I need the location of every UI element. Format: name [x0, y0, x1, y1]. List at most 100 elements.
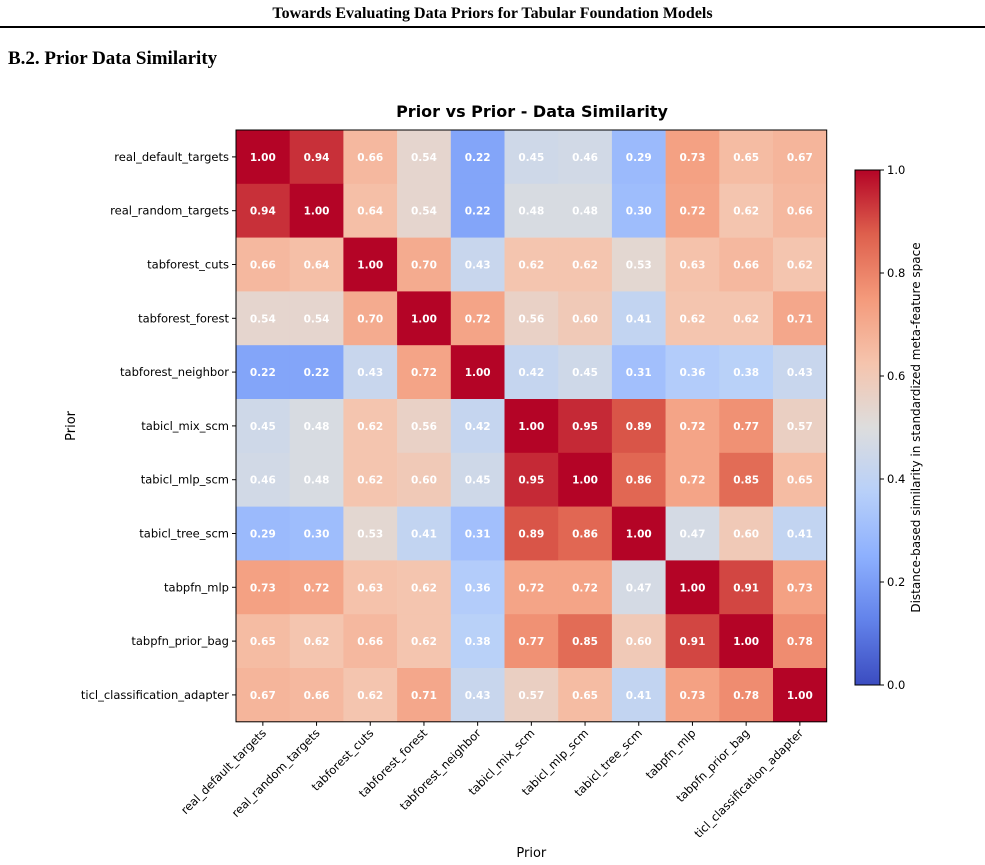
cell-value-label: 0.48 — [304, 475, 330, 487]
heatmap-cell — [343, 614, 398, 669]
heatmap-cell — [450, 237, 505, 292]
heatmap-cell — [289, 668, 344, 723]
cell-value-label: 0.60 — [626, 636, 652, 648]
heatmap-cell — [236, 452, 290, 507]
heatmap-cell — [558, 399, 613, 454]
colorbar-label: Distance-based similarity in standardize… — [909, 242, 923, 612]
heatmap-cell — [289, 345, 344, 400]
heatmap-cell — [719, 560, 774, 615]
heatmap-cell — [558, 668, 613, 723]
heatmap-cell — [665, 399, 720, 454]
cell-value-label: 0.62 — [357, 421, 383, 433]
heatmap-cell — [665, 614, 720, 669]
cell-value-label: 0.62 — [357, 475, 383, 487]
cell-value-label: 0.63 — [357, 582, 383, 594]
section-heading: B.2. Prior Data Similarity — [8, 48, 218, 69]
cell-value-label: 0.29 — [250, 529, 276, 541]
colorbar-tick-label: 0.0 — [887, 678, 905, 692]
cell-value-label: 0.31 — [626, 367, 652, 379]
colorbar: 0.0 0.2 0.4 0.6 0.8 1.0 — [854, 163, 905, 692]
cell-value-label: 0.56 — [411, 421, 437, 433]
heatmap-cell — [343, 183, 398, 238]
colorbar-tick-label: 1.0 — [887, 163, 905, 177]
cell-value-label: 0.63 — [679, 260, 705, 272]
heatmap-cell — [397, 237, 452, 292]
heatmap-cell — [773, 506, 827, 561]
cell-value-label: 0.64 — [357, 206, 383, 218]
cell-value-label: 0.47 — [626, 582, 652, 594]
cell-value-label: 0.30 — [626, 206, 652, 218]
heatmap-cell — [450, 399, 505, 454]
heatmap-cell — [611, 506, 666, 561]
heatmap-cell — [450, 291, 505, 346]
cell-value-label: 0.46 — [572, 152, 598, 164]
cell-value-label: 0.73 — [679, 690, 705, 702]
heatmap-cell — [719, 183, 774, 238]
heatmap-cell — [397, 130, 452, 185]
heatmap-cell — [450, 345, 505, 400]
cell-value-label: 0.72 — [518, 582, 544, 594]
y-tick-label: real_random_targets — [110, 204, 229, 218]
heatmap-cell — [611, 452, 666, 507]
heatmap-cell — [558, 614, 613, 669]
heatmap-cell — [289, 399, 344, 454]
cell-value-label: 0.42 — [465, 421, 491, 433]
cell-value-label: 1.00 — [572, 475, 598, 487]
cell-value-label: 0.45 — [465, 475, 491, 487]
cell-value-label: 0.95 — [518, 475, 544, 487]
cell-value-label: 1.00 — [626, 529, 652, 541]
cell-value-label: 0.62 — [304, 636, 330, 648]
heatmap-cell — [504, 506, 559, 561]
heatmap-cell — [719, 130, 774, 185]
y-tick-label: tabforest_cuts — [147, 258, 229, 272]
heatmap-cell — [236, 668, 290, 723]
heatmap-cell — [504, 291, 559, 346]
cell-value-label: 0.62 — [733, 206, 759, 218]
heatmap-cell — [773, 130, 827, 185]
heatmap-cell — [450, 183, 505, 238]
cell-value-label: 0.57 — [787, 421, 813, 433]
colorbar-tick-label: 0.2 — [887, 575, 905, 589]
heatmap-cell — [558, 130, 613, 185]
heatmap-cell — [611, 130, 666, 185]
heatmap-cell — [611, 345, 666, 400]
colorbar-tick-label: 0.8 — [887, 266, 905, 280]
cell-value-label: 0.91 — [679, 636, 705, 648]
cell-value-label: 0.66 — [357, 636, 383, 648]
heatmap-cell — [397, 345, 452, 400]
heatmap-cell — [236, 614, 290, 669]
cell-value-label: 0.66 — [787, 206, 813, 218]
heatmap-cell — [343, 291, 398, 346]
heatmap-cell — [450, 560, 505, 615]
cell-value-label: 1.00 — [787, 690, 813, 702]
heatmap-cell — [289, 506, 344, 561]
heatmap-cell — [343, 506, 398, 561]
cell-value-label: 0.72 — [304, 582, 330, 594]
heatmap-cell — [289, 614, 344, 669]
heatmap-cell — [450, 668, 505, 723]
cell-value-label: 0.72 — [411, 367, 437, 379]
cell-value-label: 0.94 — [304, 152, 330, 164]
cell-value-label: 0.62 — [733, 313, 759, 325]
heatmap-cell — [289, 183, 344, 238]
cell-value-label: 0.86 — [572, 529, 598, 541]
cell-value-label: 0.62 — [572, 260, 598, 272]
cell-value-label: 0.30 — [304, 529, 330, 541]
heatmap-cell — [665, 291, 720, 346]
cell-value-label: 0.43 — [357, 367, 383, 379]
cell-value-label: 0.36 — [465, 582, 491, 594]
cell-value-label: 0.65 — [733, 152, 759, 164]
cell-value-label: 0.73 — [250, 582, 276, 594]
heatmap-cell — [611, 237, 666, 292]
cell-value-label: 0.60 — [411, 475, 437, 487]
cell-value-label: 0.66 — [250, 260, 276, 272]
cell-value-label: 0.86 — [626, 475, 652, 487]
cell-value-label: 0.36 — [679, 367, 705, 379]
y-axis-label: Prior — [64, 410, 79, 441]
heatmap-cell — [236, 399, 290, 454]
cell-value-label: 0.91 — [733, 582, 759, 594]
cell-value-label: 0.77 — [733, 421, 759, 433]
cell-value-label: 0.62 — [411, 582, 437, 594]
cell-value-label: 0.66 — [357, 152, 383, 164]
